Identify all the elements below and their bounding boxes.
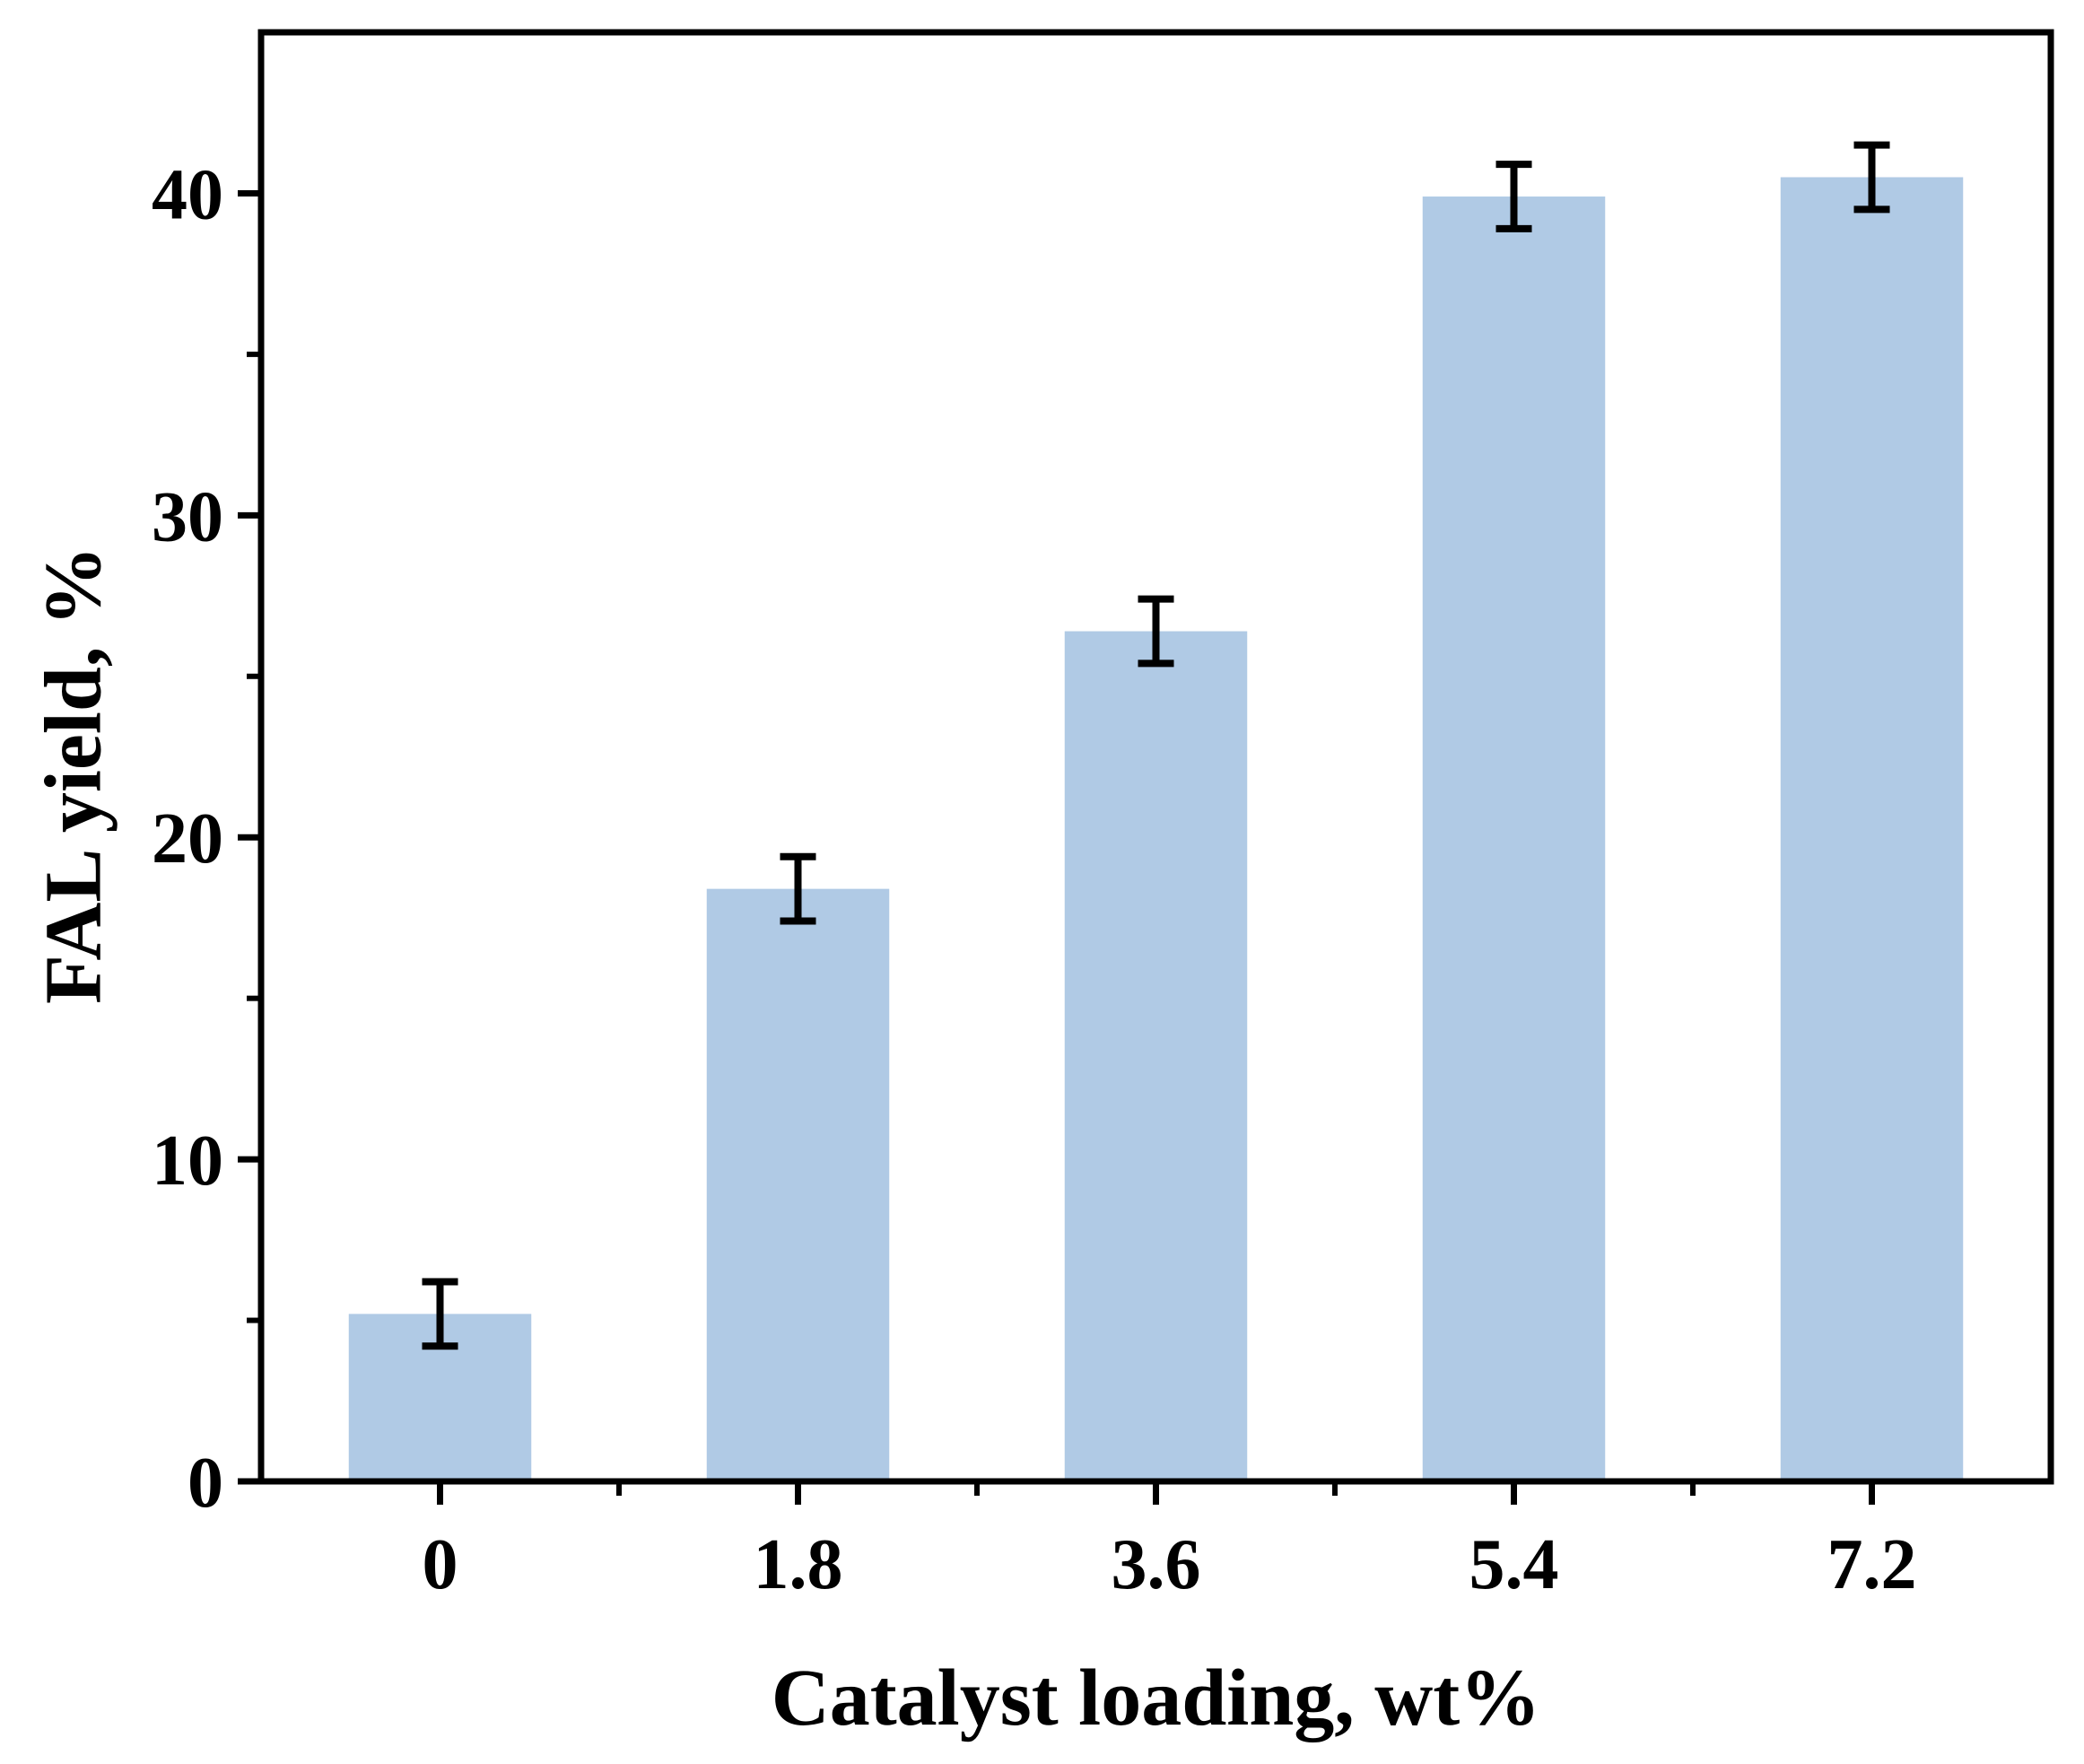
error-bars-layer: [422, 141, 1890, 1350]
ticks-layer: [238, 189, 1875, 1505]
error-bar-5.4: [1495, 161, 1532, 232]
error-bar-1.8: [780, 852, 816, 925]
bar-3.6: [1064, 631, 1248, 1481]
y-axis-title: FAL yield, %: [30, 546, 118, 1004]
x-tick-label-5.4: 5.4: [1469, 1525, 1559, 1604]
error-bar-0: [422, 1278, 458, 1350]
x-tick-label-3.6: 3.6: [1112, 1525, 1201, 1604]
error-bar-3.6: [1138, 595, 1174, 668]
y-tick-label-0: 0: [187, 1444, 223, 1523]
y-tick-label-30: 30: [152, 477, 223, 556]
x-tick-label-0: 0: [423, 1525, 458, 1604]
x-axis-title: Catalyst loading, wt%: [772, 1654, 1541, 1742]
x-tick-label-1.8: 1.8: [754, 1525, 843, 1604]
tick-labels-layer: 0 10 20 30 40 0 1.8 3.6 5.4 7.2: [152, 155, 1917, 1604]
bar-7.2: [1780, 177, 1964, 1481]
bar-1.8: [706, 888, 890, 1481]
y-tick-label-20: 20: [152, 799, 223, 878]
error-bar-7.2: [1853, 141, 1890, 214]
x-tick-label-7.2: 7.2: [1827, 1525, 1917, 1604]
bars-layer: [348, 177, 1964, 1482]
y-tick-label-40: 40: [152, 155, 223, 234]
y-tick-label-10: 10: [152, 1122, 223, 1201]
bar-5.4: [1422, 196, 1606, 1482]
